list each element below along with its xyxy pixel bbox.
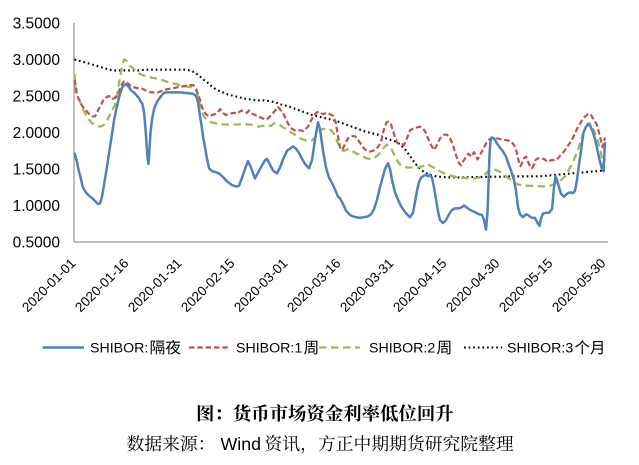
svg-text:2020-03-31: 2020-03-31 <box>337 256 396 315</box>
svg-text:2020-05-15: 2020-05-15 <box>496 256 555 315</box>
svg-text:2020-05-30: 2020-05-30 <box>549 256 608 315</box>
svg-text:2020-01-31: 2020-01-31 <box>125 256 184 315</box>
svg-text:3.5000: 3.5000 <box>13 16 61 33</box>
svg-text:Wind: Wind <box>221 434 262 454</box>
svg-text:2020-03-16: 2020-03-16 <box>284 256 343 315</box>
svg-text:2020-04-15: 2020-04-15 <box>390 256 449 315</box>
svg-text:2020-02-15: 2020-02-15 <box>178 256 237 315</box>
svg-text:1.5000: 1.5000 <box>13 162 61 179</box>
svg-text:2020-03-01: 2020-03-01 <box>231 256 290 315</box>
svg-text:2020-01-01: 2020-01-01 <box>19 256 78 315</box>
svg-text:2020-01-16: 2020-01-16 <box>72 256 131 315</box>
svg-text:SHIBOR:: SHIBOR: <box>90 341 148 357</box>
svg-text:0.5000: 0.5000 <box>13 235 61 252</box>
svg-text:SHIBOR:1: SHIBOR:1 <box>236 341 302 357</box>
svg-text:SHIBOR:2: SHIBOR:2 <box>369 341 435 357</box>
svg-text:2.0000: 2.0000 <box>13 125 61 142</box>
svg-text:1.0000: 1.0000 <box>13 198 61 215</box>
svg-text:2020-04-30: 2020-04-30 <box>443 256 502 315</box>
svg-text:2.5000: 2.5000 <box>13 89 61 106</box>
svg-text:3.0000: 3.0000 <box>13 52 61 69</box>
svg-text:SHIBOR:3: SHIBOR:3 <box>507 341 573 357</box>
